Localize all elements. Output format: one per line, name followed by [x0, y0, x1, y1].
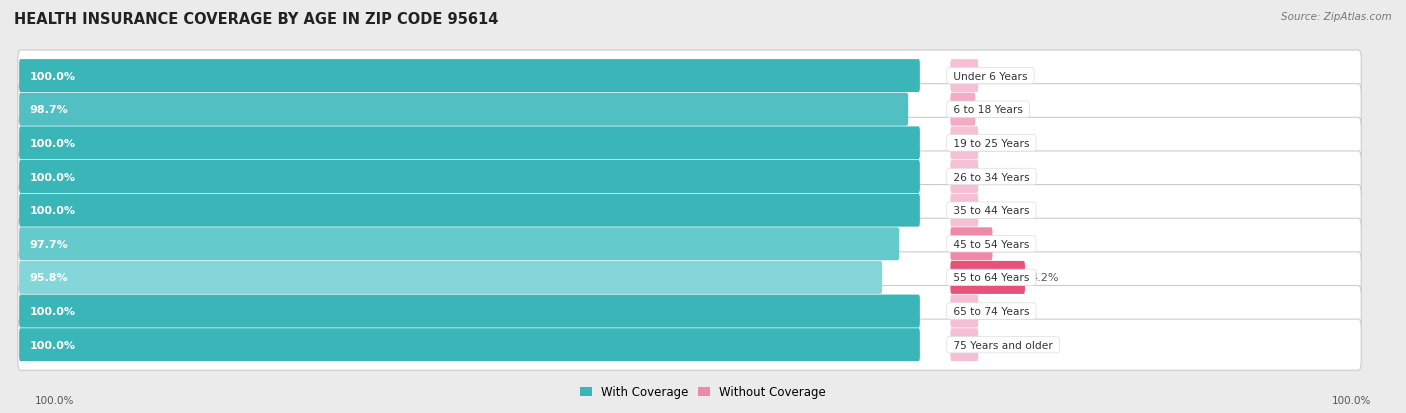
- FancyBboxPatch shape: [950, 60, 979, 93]
- FancyBboxPatch shape: [20, 93, 908, 126]
- Text: 1.3%: 1.3%: [981, 105, 1010, 115]
- FancyBboxPatch shape: [950, 295, 979, 328]
- Text: 4.2%: 4.2%: [1031, 273, 1059, 283]
- Text: HEALTH INSURANCE COVERAGE BY AGE IN ZIP CODE 95614: HEALTH INSURANCE COVERAGE BY AGE IN ZIP …: [14, 12, 499, 27]
- Text: 97.7%: 97.7%: [30, 239, 69, 249]
- Text: 100.0%: 100.0%: [1331, 395, 1371, 405]
- Text: 75 Years and older: 75 Years and older: [950, 340, 1056, 350]
- Text: 100.0%: 100.0%: [30, 172, 76, 182]
- FancyBboxPatch shape: [20, 161, 920, 194]
- Text: 19 to 25 Years: 19 to 25 Years: [950, 138, 1033, 149]
- FancyBboxPatch shape: [20, 328, 920, 361]
- Text: 100.0%: 100.0%: [30, 306, 76, 316]
- FancyBboxPatch shape: [20, 127, 920, 160]
- FancyBboxPatch shape: [18, 152, 1361, 203]
- Text: 0.0%: 0.0%: [984, 306, 1012, 316]
- FancyBboxPatch shape: [20, 194, 920, 227]
- Text: 0.0%: 0.0%: [984, 206, 1012, 216]
- FancyBboxPatch shape: [950, 228, 993, 261]
- FancyBboxPatch shape: [18, 51, 1361, 102]
- FancyBboxPatch shape: [20, 60, 920, 93]
- FancyBboxPatch shape: [950, 161, 979, 194]
- Text: 55 to 64 Years: 55 to 64 Years: [950, 273, 1033, 283]
- Text: 35 to 44 Years: 35 to 44 Years: [950, 206, 1033, 216]
- FancyBboxPatch shape: [18, 286, 1361, 337]
- Text: 26 to 34 Years: 26 to 34 Years: [950, 172, 1033, 182]
- Text: Under 6 Years: Under 6 Years: [950, 71, 1031, 81]
- FancyBboxPatch shape: [950, 328, 979, 361]
- FancyBboxPatch shape: [950, 261, 1025, 294]
- Text: 100.0%: 100.0%: [30, 206, 76, 216]
- Text: 65 to 74 Years: 65 to 74 Years: [950, 306, 1033, 316]
- Text: 98.7%: 98.7%: [30, 105, 69, 115]
- Text: 0.0%: 0.0%: [984, 340, 1012, 350]
- FancyBboxPatch shape: [18, 319, 1361, 370]
- FancyBboxPatch shape: [950, 127, 979, 160]
- Text: 0.0%: 0.0%: [984, 71, 1012, 81]
- Text: 100.0%: 100.0%: [30, 138, 76, 149]
- FancyBboxPatch shape: [18, 219, 1361, 270]
- FancyBboxPatch shape: [18, 84, 1361, 135]
- Text: 0.0%: 0.0%: [984, 138, 1012, 149]
- FancyBboxPatch shape: [18, 185, 1361, 236]
- FancyBboxPatch shape: [950, 93, 976, 126]
- FancyBboxPatch shape: [20, 261, 882, 294]
- FancyBboxPatch shape: [18, 118, 1361, 169]
- Text: 100.0%: 100.0%: [35, 395, 75, 405]
- Text: 45 to 54 Years: 45 to 54 Years: [950, 239, 1033, 249]
- Text: 0.0%: 0.0%: [984, 172, 1012, 182]
- Text: 100.0%: 100.0%: [30, 340, 76, 350]
- Text: 6 to 18 Years: 6 to 18 Years: [950, 105, 1026, 115]
- Legend: With Coverage, Without Coverage: With Coverage, Without Coverage: [575, 381, 831, 403]
- FancyBboxPatch shape: [18, 252, 1361, 303]
- Text: 2.3%: 2.3%: [998, 239, 1026, 249]
- FancyBboxPatch shape: [950, 194, 979, 227]
- FancyBboxPatch shape: [20, 295, 920, 328]
- FancyBboxPatch shape: [20, 228, 900, 261]
- Text: 100.0%: 100.0%: [30, 71, 76, 81]
- Text: 95.8%: 95.8%: [30, 273, 67, 283]
- Text: Source: ZipAtlas.com: Source: ZipAtlas.com: [1281, 12, 1392, 22]
